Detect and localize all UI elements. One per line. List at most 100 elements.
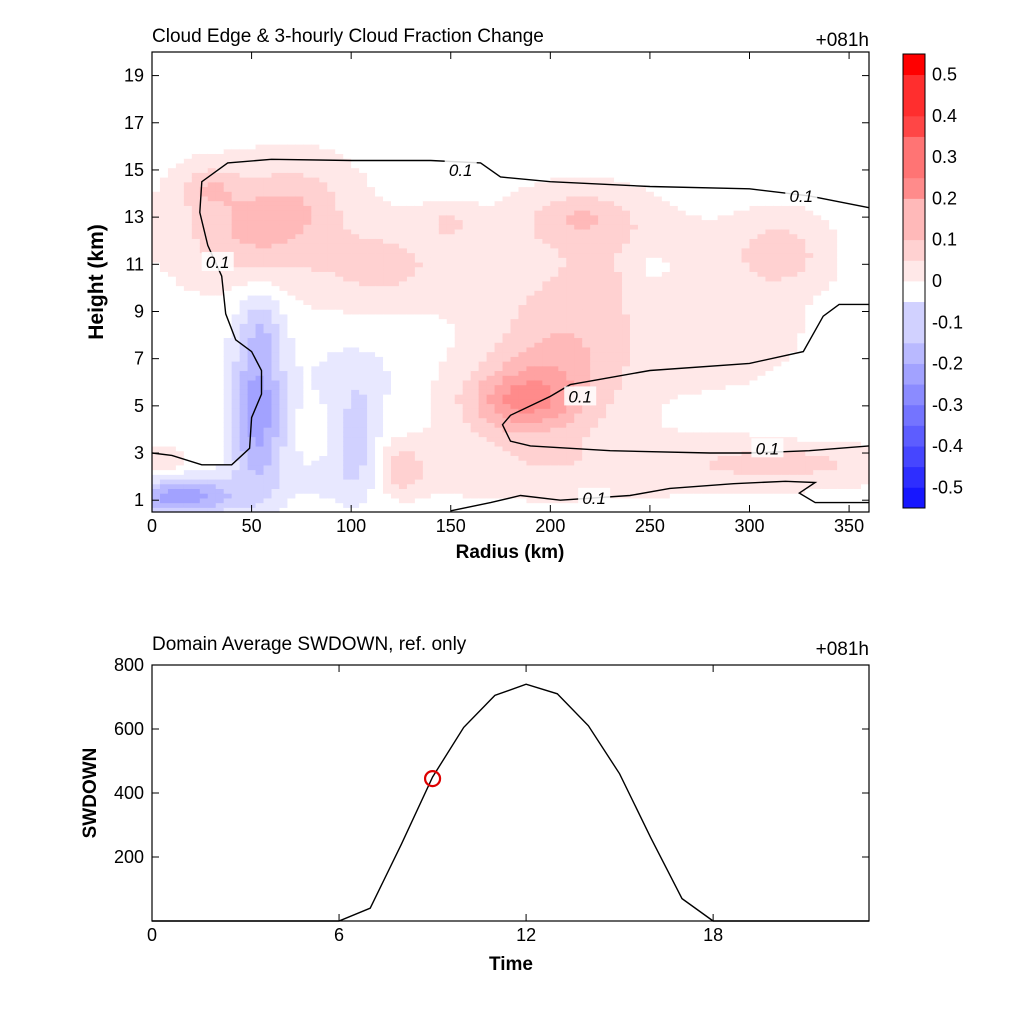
heatmap-cell (462, 507, 472, 513)
heatmap-cell (518, 172, 528, 178)
heatmap-cell (231, 436, 241, 442)
heatmap-cell (175, 177, 185, 183)
heatmap-cell (255, 214, 265, 221)
heatmap-cell (359, 427, 368, 433)
heatmap-cell (239, 195, 249, 202)
heatmap-cell (391, 460, 400, 466)
heatmap-cell (494, 110, 504, 117)
heatmap-cell (534, 172, 543, 178)
heatmap-cell (327, 412, 336, 419)
heatmap-cell (215, 323, 225, 329)
heatmap-cell (255, 450, 265, 456)
heatmap-cell (454, 243, 464, 249)
heatmap-cell (375, 134, 384, 140)
heatmap-cell (207, 271, 217, 277)
heatmap-cell (319, 375, 328, 381)
heatmap-cell (175, 389, 185, 395)
heatmap-cell (383, 101, 392, 107)
heatmap-cell (406, 332, 416, 339)
heatmap-cell (255, 153, 265, 159)
heatmap-cell (550, 403, 559, 409)
heatmap-cell (398, 370, 408, 376)
heatmap-cell (215, 356, 225, 362)
heatmap-cell (199, 181, 209, 188)
heatmap-cell (311, 337, 320, 343)
heatmap-cell (422, 445, 432, 452)
heatmap-cell (167, 313, 177, 320)
heatmap-cell (287, 290, 297, 296)
heatmap-cell (207, 77, 217, 84)
heatmap-cell (359, 224, 368, 230)
heatmap-cell (446, 153, 456, 159)
heatmap-cell (359, 474, 368, 480)
heatmap-cell (486, 450, 496, 456)
heatmap-cell (247, 375, 257, 381)
heatmap-cell (414, 427, 424, 433)
heatmap-cell (494, 309, 504, 315)
heatmap-cell (287, 271, 297, 277)
heatmap-cell (175, 488, 185, 494)
heatmap-cell (263, 478, 273, 485)
heatmap-cell (398, 507, 408, 513)
heatmap-cell (438, 177, 448, 183)
heatmap-cell (526, 464, 536, 471)
heatmap-cell (191, 394, 201, 400)
heatmap-cell (255, 233, 265, 239)
heatmap-cell (215, 228, 225, 235)
heatmap-cell (319, 290, 328, 296)
heatmap-cell (422, 469, 432, 475)
heatmap-cell (526, 313, 536, 320)
heatmap-cell (271, 186, 281, 192)
heatmap-cell (438, 332, 448, 339)
heatmap-cell (231, 417, 241, 423)
heatmap-cell (478, 191, 488, 197)
heatmap-cell (167, 233, 177, 239)
heatmap-cell (542, 228, 551, 235)
heatmap-cell (183, 483, 193, 490)
heatmap-cell (231, 276, 241, 282)
heatmap-cell (430, 115, 440, 122)
heatmap-cell (319, 115, 328, 122)
heatmap-cell (207, 422, 217, 428)
heatmap-cell (375, 139, 384, 145)
heatmap-cell (391, 356, 400, 362)
heatmap-cell (239, 337, 249, 343)
heatmap-cell (152, 243, 161, 249)
heatmap-cell (199, 120, 209, 126)
heatmap-cell (287, 191, 297, 197)
heatmap-cell (550, 214, 559, 221)
heatmap-cell (502, 309, 512, 315)
heatmap-cell (462, 195, 472, 202)
heatmap-cell (271, 191, 281, 197)
heatmap-cell (351, 238, 360, 244)
heatmap-cell (422, 294, 432, 301)
heatmap-cell (398, 375, 408, 381)
heatmap-cell (327, 247, 336, 254)
heatmap-cell (550, 224, 559, 230)
heatmap-cell (191, 82, 201, 88)
heatmap-cell (327, 370, 336, 376)
heatmap-cell (167, 351, 177, 357)
heatmap-cell (311, 502, 320, 508)
heatmap-cell (367, 228, 376, 235)
heatmap-cell (406, 200, 416, 206)
heatmap-cell (239, 153, 249, 159)
heatmap-cell (247, 422, 257, 428)
heatmap-cell (199, 219, 209, 225)
heatmap-cell (375, 214, 384, 221)
heatmap-cell (383, 431, 392, 438)
heatmap-cell (152, 92, 161, 98)
heatmap-cell (159, 450, 169, 456)
heatmap-cell (550, 478, 559, 485)
heatmap-cell (183, 502, 193, 508)
heatmap-cell (391, 276, 400, 282)
heatmap-cell (279, 469, 289, 475)
heatmap-cell (494, 261, 504, 268)
heatmap-cell (406, 172, 416, 178)
heatmap-cell (446, 68, 456, 74)
heatmap-cell (351, 422, 360, 428)
heatmap-cell (247, 285, 257, 291)
heatmap-cell (526, 101, 536, 107)
heatmap-cell (359, 162, 368, 169)
heatmap-cell (303, 412, 312, 419)
